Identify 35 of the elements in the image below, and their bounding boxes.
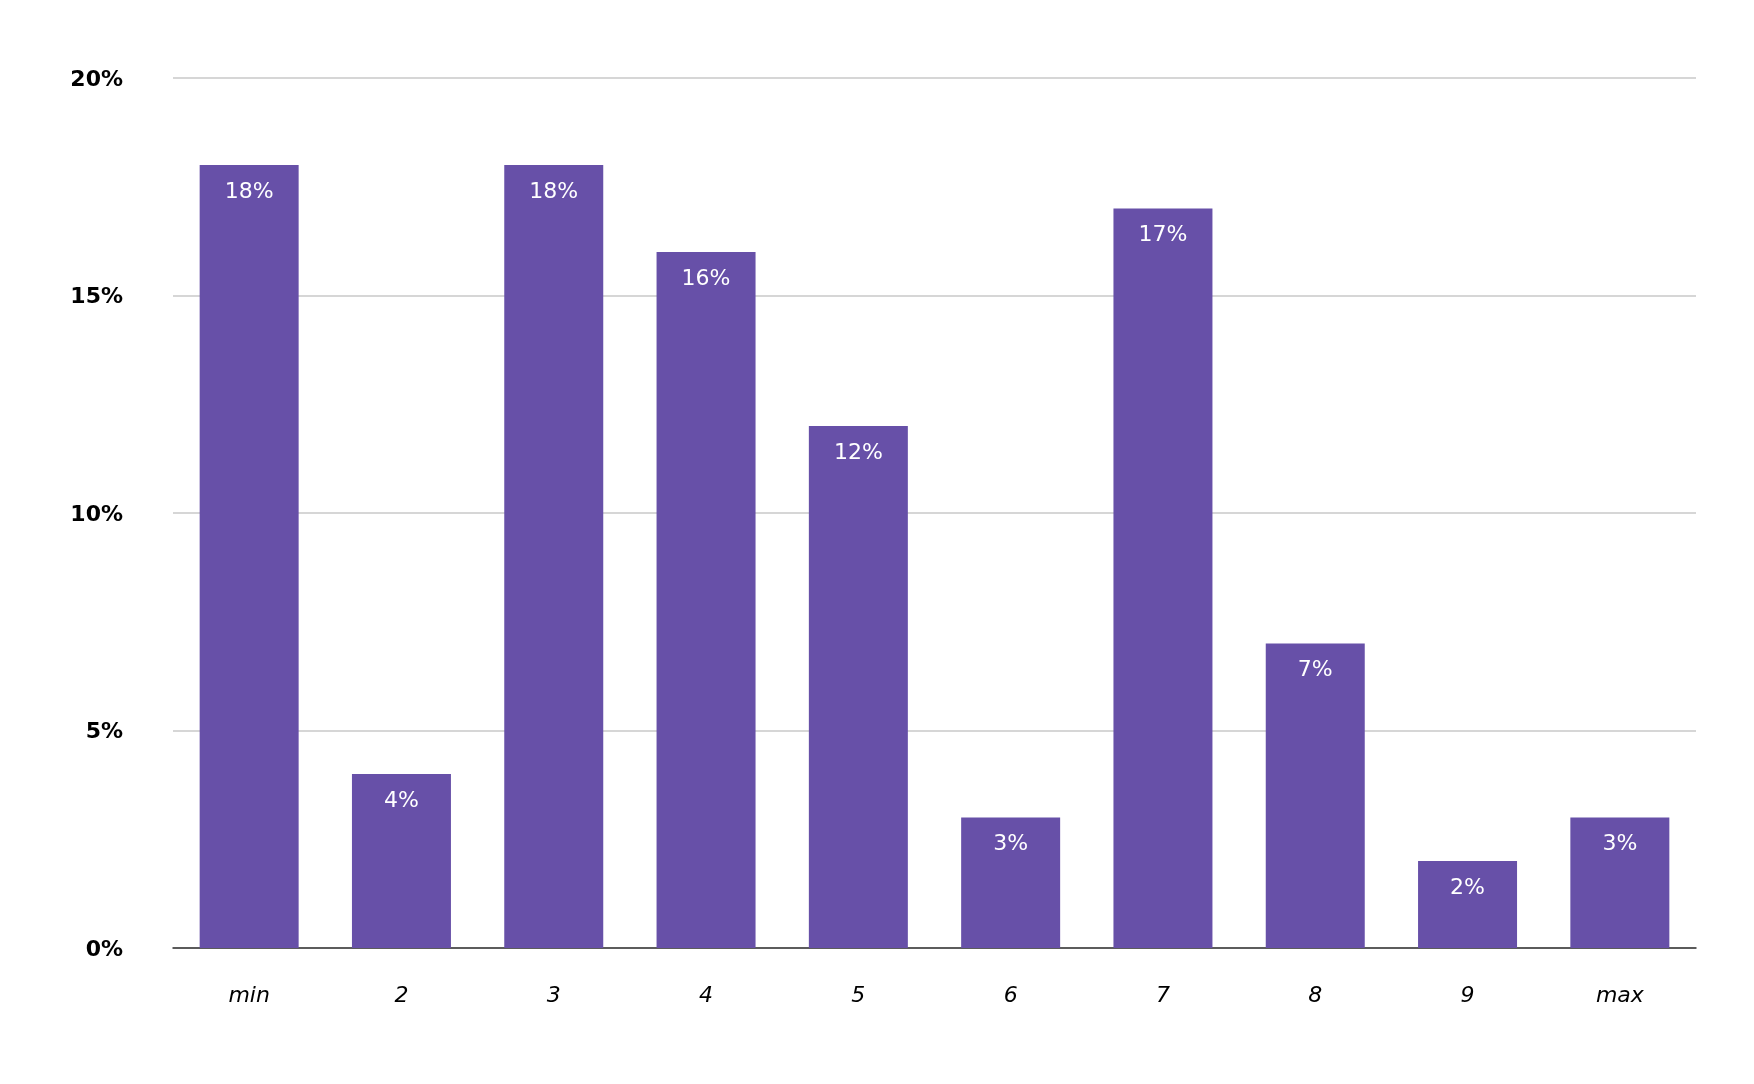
bar — [351, 774, 451, 948]
data-label: 12% — [833, 438, 883, 464]
bar — [656, 252, 756, 948]
data-label: 7% — [1297, 656, 1333, 681]
x-tick-label: 9 — [1460, 981, 1475, 1007]
y-tick-label: 20% — [70, 65, 123, 91]
data-label: 2% — [1450, 873, 1485, 899]
data-label: 17% — [1138, 221, 1188, 246]
data-label: 18% — [529, 177, 579, 203]
x-tick-label: max — [1595, 981, 1645, 1007]
x-tick-label: 2 — [394, 981, 409, 1007]
data-label: 3% — [993, 830, 1029, 855]
y-tick-label: 0% — [85, 935, 123, 961]
bar — [504, 165, 604, 948]
x-tick-label: min — [228, 981, 270, 1007]
x-tick-label: 7 — [1155, 981, 1170, 1007]
data-label: 16% — [681, 264, 731, 290]
bar — [1113, 208, 1213, 948]
data-label: 4% — [384, 786, 419, 812]
bar — [961, 817, 1061, 948]
x-tick-label: 4 — [699, 981, 714, 1007]
bar — [1265, 643, 1365, 948]
bar — [1570, 817, 1670, 948]
x-tick-label: 5 — [851, 981, 866, 1007]
bar — [1418, 861, 1518, 948]
y-tick-label: 5% — [85, 718, 123, 743]
data-label: 3% — [1602, 830, 1638, 855]
bar — [199, 165, 299, 948]
x-tick-label: 8 — [1308, 981, 1323, 1007]
bar — [808, 426, 908, 948]
y-tick-label: 15% — [70, 283, 123, 308]
x-tick-label: 6 — [1003, 981, 1018, 1007]
data-label: 18% — [224, 177, 274, 203]
x-tick-label: 3 — [546, 981, 561, 1007]
y-tick-label: 10% — [70, 500, 123, 526]
